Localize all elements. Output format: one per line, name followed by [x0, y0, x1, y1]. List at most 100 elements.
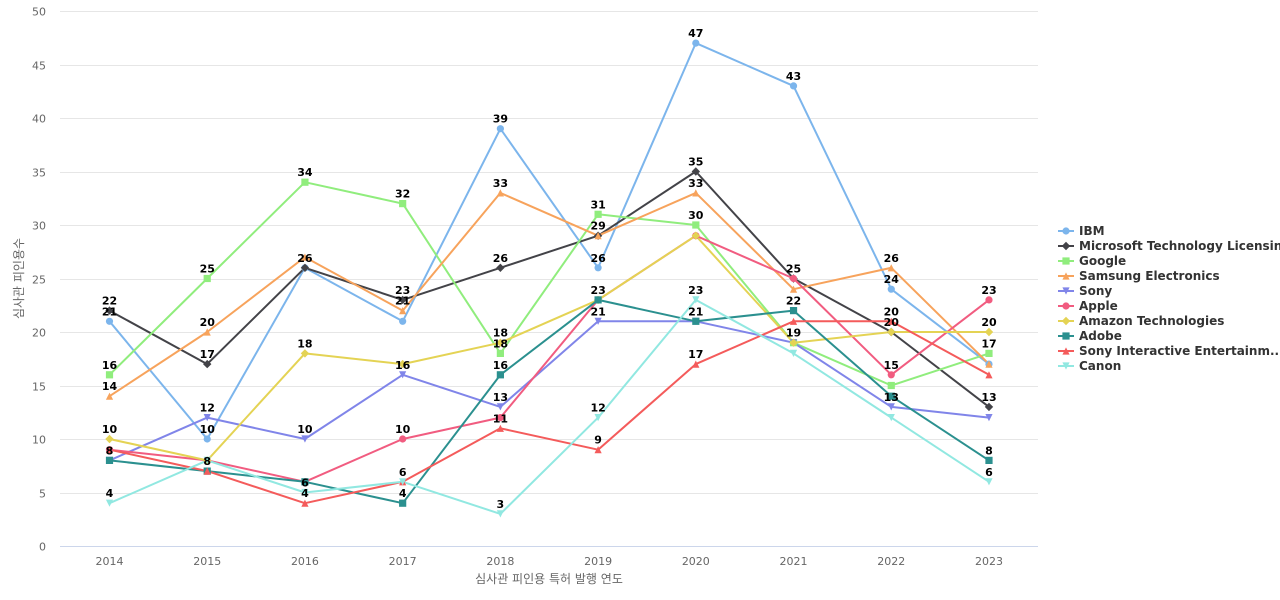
legend-item[interactable]: IBM: [1058, 224, 1105, 238]
data-point: [496, 510, 504, 518]
legend-item[interactable]: Google: [1058, 254, 1126, 268]
data-label: 33: [688, 177, 703, 190]
legend-label: Amazon Technologies: [1079, 314, 1224, 328]
legend-label: Apple: [1079, 299, 1118, 313]
data-label: 29: [590, 220, 605, 233]
data-point: [789, 82, 798, 90]
data-point: [399, 200, 407, 208]
data-label: 16: [493, 359, 509, 372]
legend-item[interactable]: Samsung Electronics: [1058, 269, 1220, 283]
data-label: 26: [884, 252, 900, 265]
data-label: 8: [985, 444, 993, 457]
data-label: 21: [395, 295, 410, 308]
data-point: [301, 253, 309, 261]
series-line-3: [108, 191, 990, 398]
legend-label: Microsoft Technology Licensing: [1079, 239, 1280, 253]
data-point: [789, 317, 798, 325]
y-tick-label: 50: [32, 6, 46, 19]
data-label: 3: [497, 498, 505, 511]
x-tick-label: 2020: [682, 555, 710, 568]
data-label: 35: [688, 156, 703, 169]
data-point: [692, 317, 700, 325]
data-point: [203, 414, 211, 422]
legend-marker: [1062, 257, 1070, 265]
data-point: [985, 371, 993, 379]
data-label: 18: [493, 327, 508, 340]
legend-label: IBM: [1079, 224, 1105, 238]
legend-marker: [1062, 287, 1070, 295]
data-point: [887, 264, 895, 272]
data-point: [203, 435, 211, 443]
legend-marker: [1062, 227, 1070, 235]
legend-label: Google: [1079, 254, 1126, 268]
data-label: 26: [297, 252, 313, 265]
data-point: [692, 39, 700, 47]
x-tick-label: 2015: [193, 555, 221, 568]
data-point: [203, 467, 211, 475]
data-point: [496, 263, 505, 272]
series-points: [105, 39, 994, 518]
data-point: [399, 478, 407, 486]
x-tick-label: 2016: [291, 555, 319, 568]
data-point: [105, 456, 114, 464]
data-point: [691, 167, 701, 176]
series-line-0: [108, 42, 990, 440]
legend-item[interactable]: Sony Interactive Entertainm...: [1058, 344, 1280, 358]
data-point: [789, 349, 798, 357]
data-point: [984, 402, 994, 412]
data-label: 21: [102, 305, 117, 318]
data-point: [399, 435, 407, 443]
data-point: [105, 499, 114, 507]
data-label: 18: [297, 337, 312, 350]
data-label: 6: [399, 466, 407, 479]
data-point: [887, 371, 895, 379]
series-line-9: [108, 298, 990, 515]
legend-item[interactable]: Sony: [1058, 284, 1112, 298]
data-point: [496, 189, 504, 197]
data-point: [496, 125, 504, 133]
x-tick-label: 2018: [486, 555, 514, 568]
data-label: 4: [301, 487, 309, 500]
data-label: 25: [786, 263, 801, 276]
data-point: [887, 317, 895, 325]
data-point: [789, 285, 798, 293]
data-label: 26: [493, 252, 509, 265]
data-point: [301, 178, 309, 186]
legend-item[interactable]: Amazon Technologies: [1058, 314, 1224, 328]
data-label: 15: [884, 359, 899, 372]
y-tick-label: 5: [39, 488, 46, 501]
data-label: 23: [395, 284, 410, 297]
y-tick-label: 45: [32, 60, 46, 73]
data-label: 17: [981, 337, 996, 350]
data-label: 23: [981, 284, 996, 297]
data-label: 17: [688, 348, 703, 361]
data-point: [203, 328, 211, 336]
y-axis-title: 심사관 피인용수: [12, 238, 26, 319]
data-label: 16: [395, 359, 411, 372]
data-label: 13: [884, 391, 899, 404]
legend-marker: [1061, 241, 1071, 251]
data-point: [301, 499, 309, 507]
data-point: [692, 221, 700, 229]
data-point: [496, 338, 505, 347]
data-label: 17: [200, 348, 215, 361]
data-point: [887, 403, 895, 411]
legend-label: Canon: [1079, 359, 1121, 373]
legend-marker: [1061, 316, 1071, 326]
legend-item[interactable]: Canon: [1058, 359, 1121, 373]
legend-item[interactable]: Microsoft Technology Licensing: [1058, 239, 1280, 253]
data-label: 47: [688, 27, 703, 40]
data-label: 6: [301, 477, 309, 490]
legend-item[interactable]: Adobe: [1058, 329, 1122, 343]
data-label: 25: [200, 263, 215, 276]
legend-item[interactable]: Apple: [1058, 299, 1118, 313]
data-label: 8: [203, 455, 211, 468]
gridlines: [60, 11, 1038, 494]
data-label: 30: [688, 209, 704, 222]
legend-marker: [1062, 362, 1070, 370]
y-tick-label: 25: [32, 274, 46, 287]
legend-marker: [1062, 347, 1070, 355]
data-label: 34: [297, 166, 313, 179]
